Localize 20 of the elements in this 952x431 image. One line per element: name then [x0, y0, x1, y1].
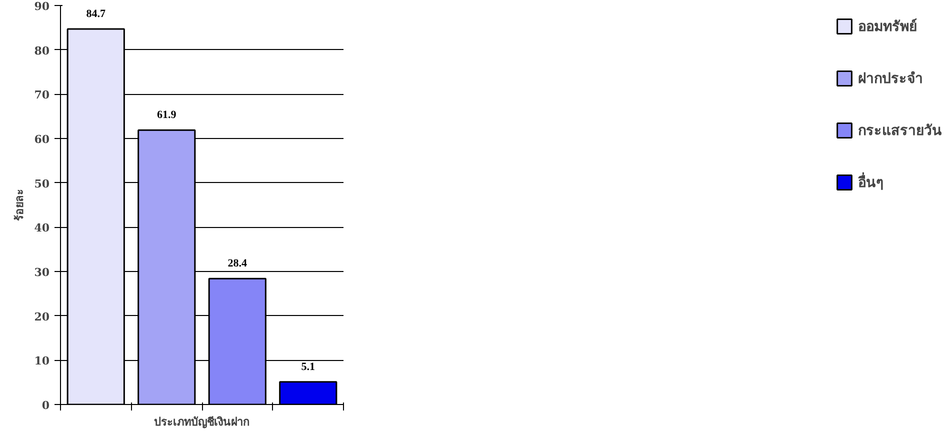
- legend-label: ฝากประจำ: [858, 70, 923, 89]
- y-tick-label: 20: [34, 310, 50, 324]
- y-tick-label: 10: [34, 354, 50, 368]
- y-tick-label: 0: [42, 399, 50, 412]
- data-label: 5.1: [301, 360, 315, 373]
- x-axis-title: ประเภทบัญชีเงินฝาก: [154, 416, 250, 428]
- y-tick-label: 90: [34, 0, 50, 13]
- y-tick-label: 50: [34, 177, 50, 190]
- legend-label: ออมทรัพย์: [858, 18, 917, 37]
- y-tick-label: 60: [34, 133, 50, 146]
- data-label: 84.7: [86, 8, 106, 20]
- y-tick-label: 30: [34, 266, 50, 279]
- y-tick-label: 80: [34, 44, 50, 58]
- y-tick-label: 70: [34, 88, 50, 102]
- data-label: 61.9: [157, 109, 177, 122]
- legend-label: กระแสรายวัน: [858, 122, 942, 141]
- y-tick-label: 40: [34, 222, 50, 235]
- data-label: 28.4: [228, 258, 248, 270]
- legend-label: อื่นๆ: [858, 171, 884, 193]
- y-axis-title: ร้อยละ: [13, 189, 26, 221]
